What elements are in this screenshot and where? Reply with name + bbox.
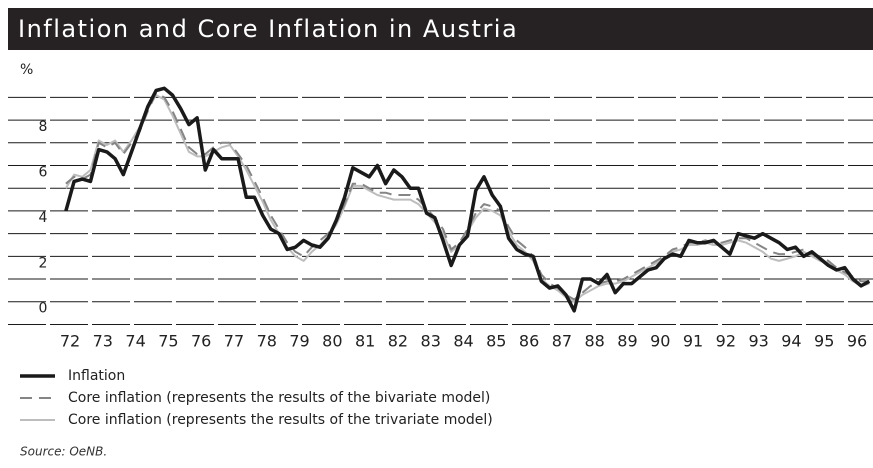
series-line xyxy=(65,94,870,303)
x-tick-label: 82 xyxy=(388,332,408,351)
x-tick-label: 78 xyxy=(257,332,277,351)
x-tick-label: 74 xyxy=(125,332,145,351)
legend-label: Inflation xyxy=(68,368,125,384)
title-bar xyxy=(8,8,873,50)
x-tick-label: 85 xyxy=(486,332,506,351)
x-tick-label: 87 xyxy=(552,332,572,351)
x-tick-label: 88 xyxy=(584,332,604,351)
x-tick-label: 76 xyxy=(191,332,211,351)
x-tick-label: 92 xyxy=(716,332,736,351)
y-tick-label: 0 xyxy=(39,301,48,317)
y-tick-label: 6 xyxy=(39,164,48,180)
x-tick-label: 93 xyxy=(748,332,768,351)
chart-title: Inflation and Core Inflation in Austria xyxy=(18,15,518,43)
y-tick-label: 8 xyxy=(39,119,48,135)
x-tick-label: 81 xyxy=(355,332,375,351)
x-tick-label: 90 xyxy=(650,332,670,351)
y-axis-label: % xyxy=(20,62,33,78)
x-tick-label: 91 xyxy=(683,332,703,351)
y-tick-label: 2 xyxy=(39,255,48,271)
legend-label: Core inflation (represents the results o… xyxy=(68,390,490,406)
x-tick-label: 86 xyxy=(519,332,539,351)
legend-label: Core inflation (represents the results o… xyxy=(68,412,493,428)
y-tick-label: 4 xyxy=(39,210,48,226)
x-tick-label: 72 xyxy=(60,332,80,351)
x-tick-label: 77 xyxy=(224,332,244,351)
x-tick-label: 84 xyxy=(453,332,473,351)
series-line xyxy=(65,91,870,301)
x-tick-label: 94 xyxy=(781,332,801,351)
x-tick-label: 96 xyxy=(847,332,867,351)
x-tick-label: 95 xyxy=(814,332,834,351)
x-tick-label: 80 xyxy=(322,332,342,351)
x-tick-label: 79 xyxy=(289,332,309,351)
x-tick-label: 75 xyxy=(158,332,178,351)
x-tick-label: 89 xyxy=(617,332,637,351)
source: Source: OeNB. xyxy=(20,445,107,459)
x-tick-label: 73 xyxy=(93,332,113,351)
series-line xyxy=(64,86,871,313)
x-tick-label: 83 xyxy=(421,332,441,351)
